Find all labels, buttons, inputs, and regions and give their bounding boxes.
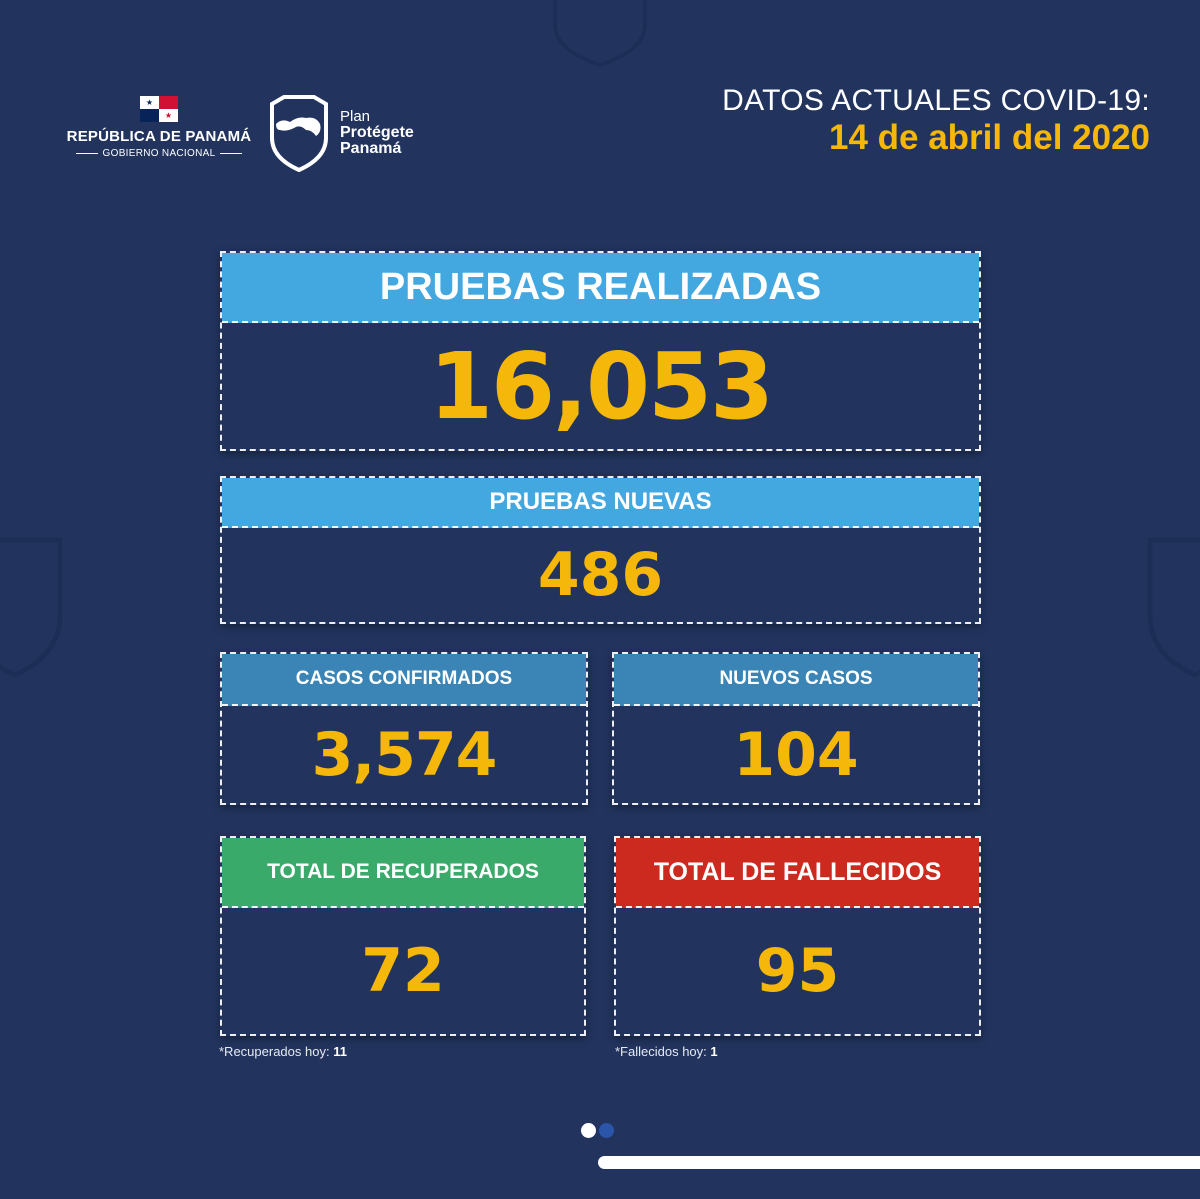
plan-protegete-logo: Plan Protégete Panamá [266, 94, 414, 172]
card-pruebas-realizadas: PRUEBAS REALIZADAS 16,053 [220, 251, 981, 451]
card-value: 72 [361, 936, 445, 1006]
fallecidos-hoy-note: *Fallecidos hoy: 1 [615, 1044, 718, 1059]
card-header: PRUEBAS NUEVAS [222, 478, 979, 528]
card-casos-confirmados: CASOS CONFIRMADOS 3,574 [220, 652, 588, 805]
card-header: TOTAL DE FALLECIDOS [616, 838, 979, 908]
background-shield-icon [1147, 537, 1200, 678]
page-dot-inactive[interactable] [599, 1123, 614, 1138]
panama-flag-icon: ★ ★ [140, 96, 178, 122]
card-value: 104 [733, 719, 859, 790]
card-total-fallecidos: TOTAL DE FALLECIDOS 95 [614, 836, 981, 1036]
card-value: 3,574 [311, 719, 498, 790]
card-value: 16,053 [428, 332, 774, 440]
horizontal-scrollbar[interactable] [598, 1156, 1200, 1169]
pagination-dots [581, 1123, 614, 1138]
card-value: 486 [537, 540, 664, 610]
page-dot-active[interactable] [581, 1123, 596, 1138]
card-header: PRUEBAS REALIZADAS [222, 253, 979, 323]
card-pruebas-nuevas: PRUEBAS NUEVAS 486 [220, 476, 981, 624]
report-heading: DATOS ACTUALES COVID-19: 14 de abril del… [722, 84, 1150, 158]
card-total-recuperados: TOTAL DE RECUPERADOS 72 [220, 836, 586, 1036]
shield-map-icon [270, 95, 328, 172]
card-header: TOTAL DE RECUPERADOS [222, 838, 584, 908]
report-date: 14 de abril del 2020 [828, 118, 1150, 157]
card-header: CASOS CONFIRMADOS [222, 654, 586, 706]
background-shield-icon [553, 0, 647, 68]
republica-title: REPÚBLICA DE PANAMÁ [66, 128, 252, 145]
republica-logo: ★ ★ REPÚBLICA DE PANAMÁ GOBIERNO NACIONA… [64, 96, 254, 159]
gobierno-subtitle: GOBIERNO NACIONAL [64, 148, 254, 159]
recuperados-hoy-note: *Recuperados hoy: 11 [219, 1044, 347, 1059]
background-shield-icon [0, 537, 63, 678]
card-nuevos-casos: NUEVOS CASOS 104 [612, 652, 980, 805]
card-value: 95 [755, 936, 840, 1006]
report-title: DATOS ACTUALES COVID-19: [722, 84, 1150, 117]
card-header: NUEVOS CASOS [614, 654, 978, 706]
